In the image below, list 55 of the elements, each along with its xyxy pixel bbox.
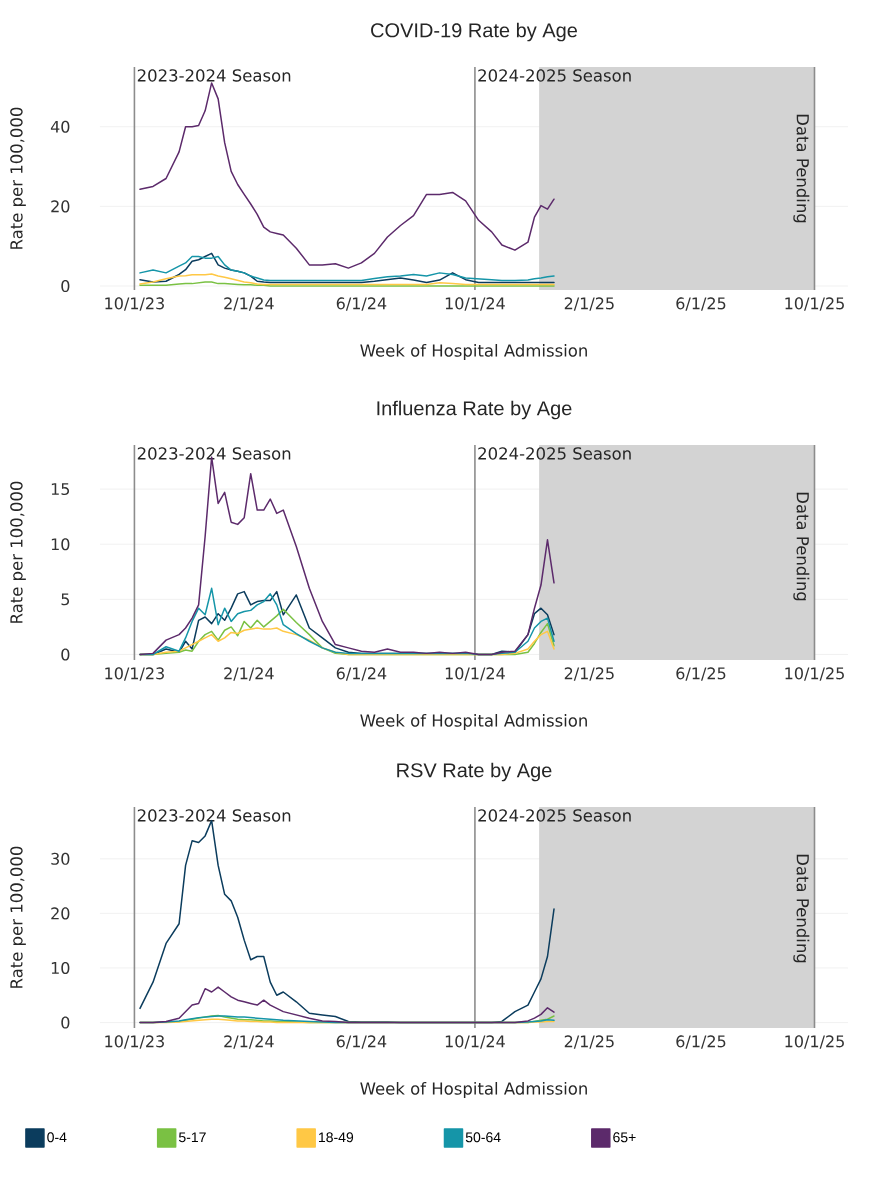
- legend-label: 0-4: [47, 1132, 67, 1143]
- x-tick-label: 10/1/25: [785, 297, 844, 311]
- chart-title: COVID-19 Rate by Age: [371, 22, 577, 42]
- y-axis-title: Rate per 100,000: [10, 107, 26, 249]
- x-tick-label: 6/1/25: [676, 667, 726, 681]
- chart-title: RSV Rate by Age: [397, 762, 552, 782]
- x-tick-label: 6/1/25: [676, 297, 726, 311]
- legend-label: 50-64: [465, 1132, 501, 1143]
- x-axis-title: Week of Hospital Admission: [360, 1082, 587, 1098]
- y-tick-label: 0: [61, 279, 70, 293]
- y-tick-label: 0: [61, 648, 70, 661]
- x-tick-label: 6/1/24: [336, 667, 387, 681]
- x-tick-label: 10/1/24: [445, 1035, 505, 1049]
- y-tick-label: 10: [51, 961, 70, 975]
- x-tick-label: 2/1/25: [564, 297, 614, 311]
- band-label: Data Pending: [793, 114, 810, 223]
- y-tick-label: 30: [51, 852, 70, 865]
- y-tick-label: 15: [51, 483, 70, 496]
- x-tick-label: 2/1/24: [224, 297, 274, 311]
- x-tick-label: 10/1/24: [445, 667, 505, 681]
- x-tick-label: 10/1/25: [785, 667, 844, 681]
- y-axis-title: Rate per 100,000: [10, 846, 26, 988]
- band-label: Data Pending: [793, 854, 810, 963]
- x-tick-label: 2/1/24: [224, 667, 274, 681]
- x-axis-title: Week of Hospital Admission: [360, 344, 587, 360]
- x-tick-label: 10/1/25: [785, 1035, 844, 1049]
- ref-line-label: 2024-2025 Season: [478, 447, 631, 460]
- x-axis-title: Week of Hospital Admission: [360, 714, 587, 730]
- band-label: Data Pending: [793, 492, 810, 601]
- y-tick-label: 5: [61, 593, 70, 606]
- x-tick-label: 2/1/25: [564, 667, 614, 681]
- x-tick-label: 6/1/24: [336, 1035, 387, 1049]
- chart-title: Influenza Rate by Age: [377, 400, 572, 420]
- ref-line-label: 2024-2025 Season: [478, 69, 631, 82]
- y-tick-label: 20: [51, 907, 70, 920]
- x-tick-label: 10/1/23: [105, 1035, 164, 1049]
- x-tick-label: 6/1/24: [336, 297, 387, 311]
- legend-label: 5-17: [178, 1132, 206, 1143]
- ref-line-label: 2023-2024 Season: [137, 809, 291, 822]
- x-tick-label: 2/1/25: [564, 1035, 614, 1049]
- ref-line-label: 2023-2024 Season: [137, 69, 291, 82]
- x-tick-label: 10/1/23: [105, 667, 164, 681]
- legend-label: 65+: [613, 1132, 636, 1143]
- y-tick-label: 40: [50, 120, 70, 133]
- x-tick-label: 10/1/23: [105, 297, 164, 311]
- x-tick-label: 6/1/25: [676, 1035, 726, 1049]
- y-tick-label: 20: [51, 200, 70, 213]
- ref-line-label: 2023-2024 Season: [137, 447, 291, 460]
- y-tick-label: 10: [51, 538, 70, 551]
- x-tick-label: 2/1/24: [224, 1035, 274, 1049]
- ref-line-label: 2024-2025 Season: [478, 809, 631, 822]
- x-tick-label: 10/1/24: [445, 297, 505, 311]
- y-axis-title: Rate per 100,000: [10, 481, 26, 623]
- legend-label: 18-49: [319, 1132, 354, 1143]
- y-tick-label: 0: [61, 1016, 70, 1029]
